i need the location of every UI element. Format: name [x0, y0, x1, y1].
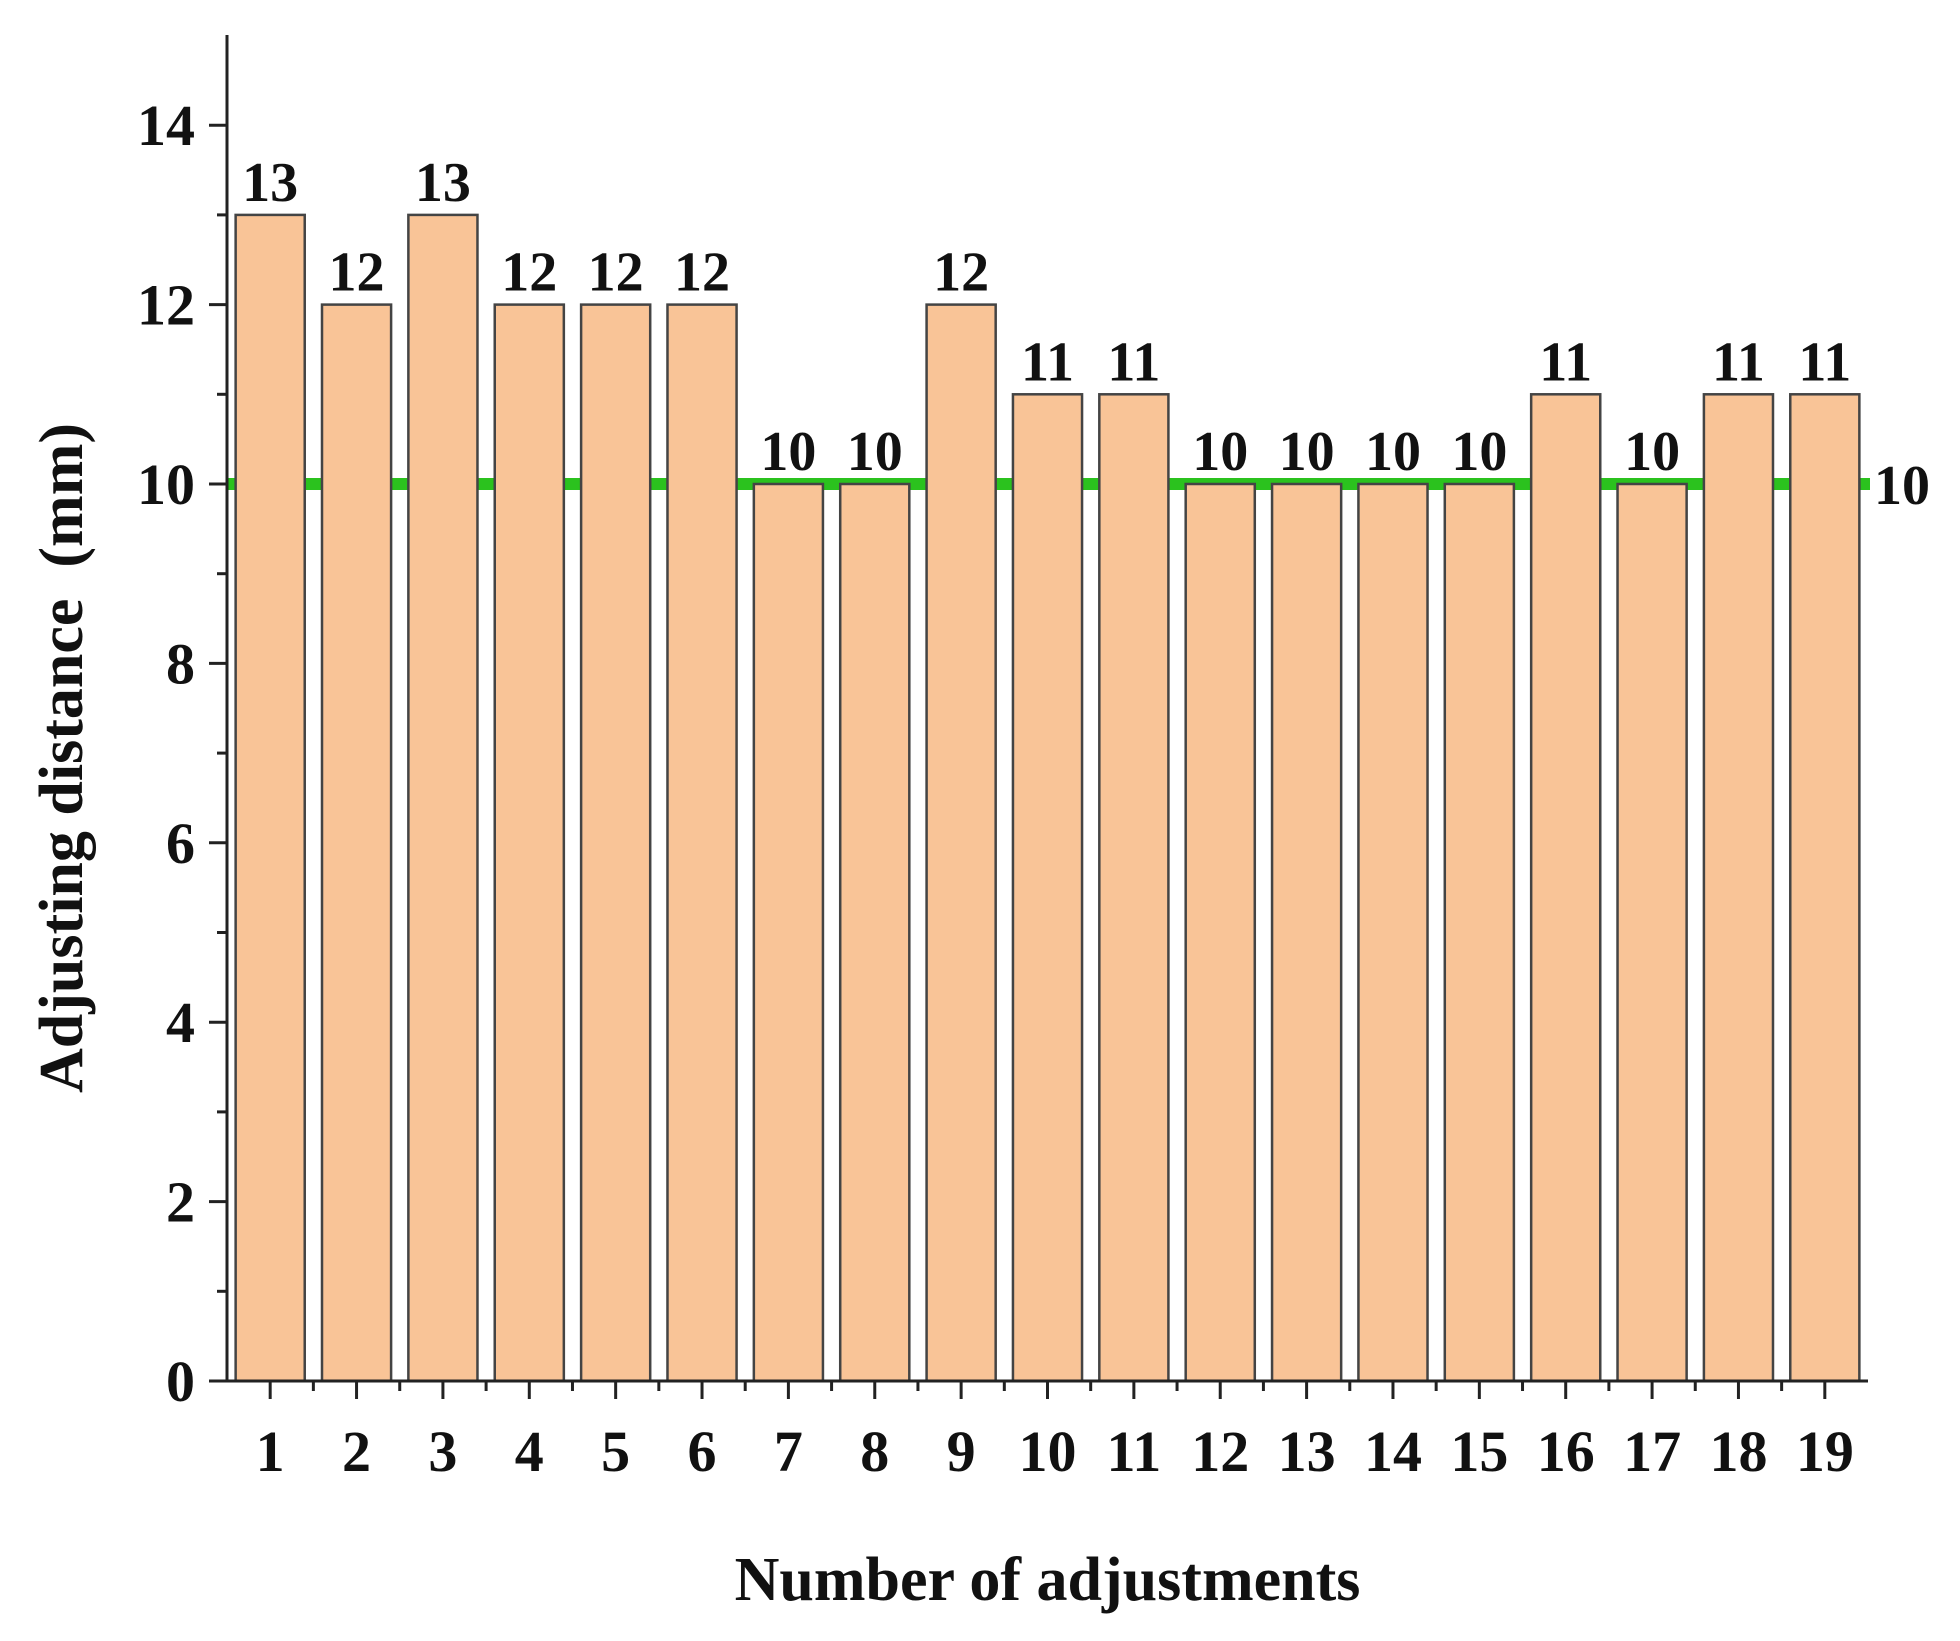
x-tick-label-4: 4	[515, 1419, 544, 1484]
x-axis-title: Number of adjustments	[735, 1546, 1361, 1614]
x-tick-label-3: 3	[428, 1419, 457, 1484]
data-label-2: 12	[329, 242, 385, 304]
data-label-11: 11	[1107, 331, 1160, 393]
x-tick-label-19: 19	[1796, 1419, 1854, 1484]
bar-8	[838, 482, 911, 1383]
data-label-15: 10	[1451, 421, 1507, 483]
y-tick-label-4: 4	[166, 990, 195, 1055]
data-label-5: 12	[588, 242, 644, 304]
data-label-19: 11	[1798, 331, 1851, 393]
data-label-16: 11	[1539, 331, 1592, 393]
x-tick-label-2: 2	[342, 1419, 371, 1484]
y-tick-label-12: 12	[137, 273, 195, 338]
data-label-7: 10	[760, 421, 816, 483]
bar-6	[666, 303, 738, 1383]
bar-12	[1184, 482, 1257, 1383]
x-tick-label-5: 5	[601, 1419, 630, 1484]
y-tick-label-14: 14	[137, 93, 195, 158]
bar-4	[493, 303, 566, 1383]
y-tick-label-8: 8	[166, 631, 195, 696]
y-tick-label-6: 6	[166, 811, 195, 876]
x-tick-label-18: 18	[1709, 1419, 1767, 1484]
data-label-10: 11	[1021, 331, 1074, 393]
y-tick-label-0: 0	[166, 1349, 195, 1414]
bar-1	[234, 213, 306, 1383]
data-label-8: 10	[847, 421, 903, 483]
y-tick-label-10: 10	[137, 452, 195, 517]
bar-18	[1702, 393, 1775, 1383]
x-tick-label-17: 17	[1623, 1419, 1681, 1484]
bar-9	[925, 303, 997, 1383]
bar-2	[320, 303, 393, 1383]
x-tick-label-1: 1	[256, 1419, 285, 1484]
data-label-1: 13	[242, 152, 298, 214]
x-tick-label-13: 13	[1278, 1419, 1336, 1484]
x-tick-label-16: 16	[1537, 1419, 1595, 1484]
x-tick-label-14: 14	[1364, 1419, 1422, 1484]
x-tick-label-8: 8	[860, 1419, 889, 1484]
bar-10	[1011, 393, 1084, 1383]
bar-14	[1357, 482, 1429, 1383]
bar-16	[1529, 393, 1602, 1383]
y-axis-title: Adjusting distance (mm)	[28, 423, 96, 1093]
bar-5	[579, 303, 652, 1383]
data-label-9: 12	[933, 242, 989, 304]
data-label-14: 10	[1365, 421, 1421, 483]
x-tick-label-10: 10	[1019, 1419, 1077, 1484]
bar-11	[1098, 393, 1170, 1383]
data-label-3: 13	[415, 152, 471, 214]
data-label-17: 10	[1624, 421, 1680, 483]
bar-17	[1616, 482, 1688, 1383]
y-tick-label-2: 2	[166, 1170, 195, 1235]
data-label-6: 12	[674, 242, 730, 304]
bar-15	[1443, 482, 1516, 1383]
x-tick-label-6: 6	[688, 1419, 717, 1484]
x-tick-label-15: 15	[1450, 1419, 1508, 1484]
reference-line-label: 10	[1874, 455, 1930, 517]
x-tick-label-9: 9	[947, 1419, 976, 1484]
x-tick-label-12: 12	[1191, 1419, 1249, 1484]
bar-7	[752, 482, 825, 1383]
x-tick-label-7: 7	[774, 1419, 803, 1484]
data-label-18: 11	[1712, 331, 1765, 393]
bar-19	[1789, 393, 1861, 1383]
data-label-13: 10	[1279, 421, 1335, 483]
data-label-12: 10	[1192, 421, 1248, 483]
data-label-4: 12	[501, 242, 557, 304]
bar-13	[1270, 482, 1343, 1383]
bar-3	[407, 213, 479, 1383]
x-tick-label-11: 11	[1106, 1419, 1161, 1484]
